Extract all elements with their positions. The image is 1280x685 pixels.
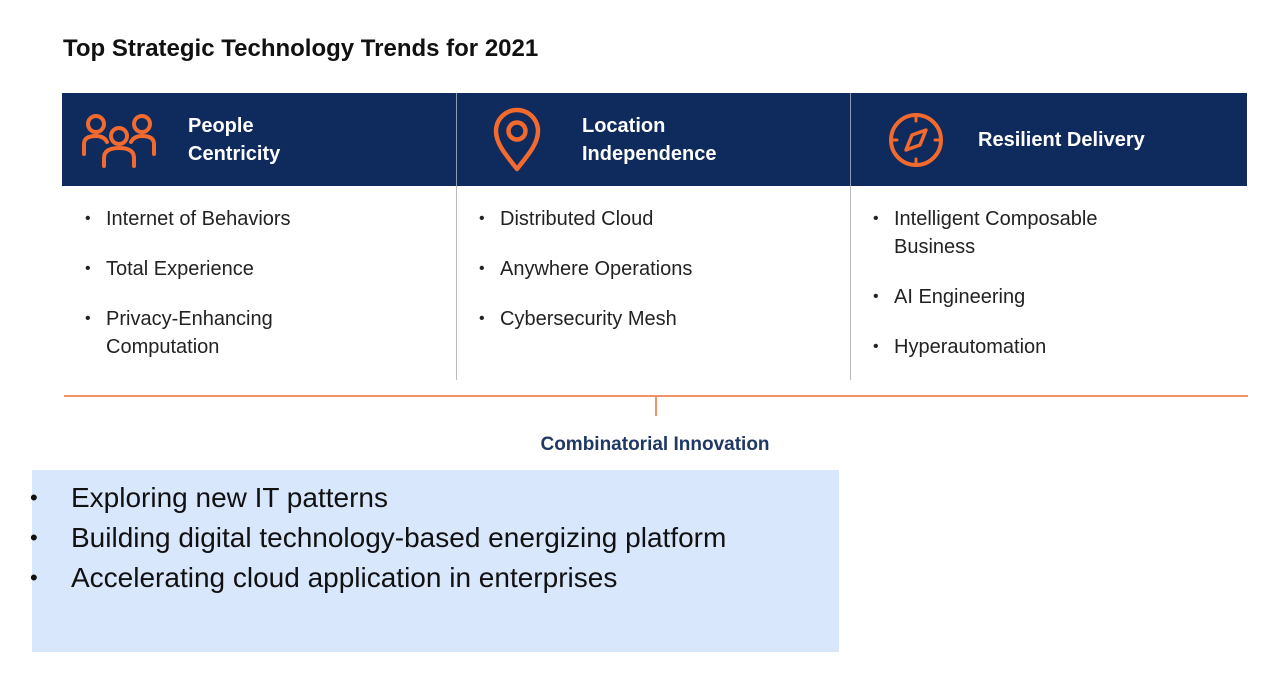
- highlight-item: Accelerating cloud application in enterp…: [30, 558, 726, 598]
- list-item: Intelligent Composable Business: [870, 205, 1144, 261]
- list-item: Internet of Behaviors: [82, 205, 422, 233]
- header-resilient-delivery: Resilient Delivery: [886, 93, 1246, 186]
- trend-header-bar: People Centricity Location Independence …: [62, 93, 1247, 186]
- highlight-list: Exploring new IT patterns Building digit…: [30, 478, 726, 598]
- location-pin-icon: [493, 107, 541, 171]
- location-independence-list: Distributed Cloud Anywhere Operations Cy…: [476, 205, 816, 355]
- list-item: Total Experience: [82, 255, 422, 283]
- highlight-item: Exploring new IT patterns: [30, 478, 726, 518]
- page-title: Top Strategic Technology Trends for 2021: [63, 35, 539, 62]
- header-divider: [456, 93, 457, 186]
- list-item: Privacy-Enhancing Computation: [82, 305, 326, 361]
- resilient-delivery-list: Intelligent Composable Business AI Engin…: [870, 205, 1150, 383]
- column-divider: [850, 186, 851, 380]
- combinatorial-innovation-label: Combinatorial Innovation: [540, 434, 770, 455]
- header-divider: [850, 93, 851, 186]
- connector-tick: [655, 396, 657, 416]
- column-divider: [456, 186, 457, 380]
- list-item: AI Engineering: [870, 283, 1150, 311]
- highlight-item: Building digital technology-based energi…: [30, 518, 726, 558]
- header-people-centricity: People Centricity: [80, 93, 440, 186]
- list-item: Hyperautomation: [870, 333, 1150, 361]
- people-centricity-list: Internet of Behaviors Total Experience P…: [82, 205, 422, 383]
- header-location-independence: Location Independence: [492, 93, 852, 186]
- people-icon: [82, 113, 156, 168]
- header-label: Resilient Delivery: [978, 128, 1145, 151]
- header-label: People Centricity: [188, 114, 281, 165]
- compass-icon: [889, 112, 943, 167]
- list-item: Anywhere Operations: [476, 255, 816, 283]
- header-label: Location Independence: [582, 114, 717, 165]
- list-item: Cybersecurity Mesh: [476, 305, 816, 333]
- list-item: Distributed Cloud: [476, 205, 816, 233]
